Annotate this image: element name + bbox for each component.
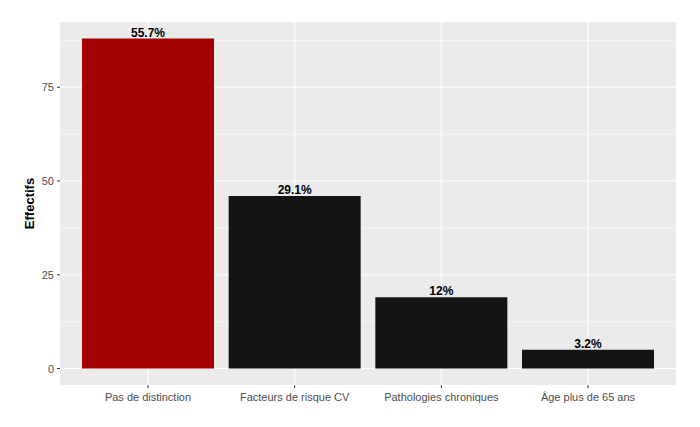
y-axis-title: Effectifs (22, 178, 37, 229)
y-tick (57, 368, 60, 369)
bar (229, 196, 361, 369)
x-tick-label: Âge plus de 65 ans (541, 391, 636, 403)
bar-annotation: 55.7% (131, 26, 165, 40)
y-tick (57, 274, 60, 275)
chart-svg: 55.7% 29.1% 12% 3.2% 0 25 50 75 Pas de distincti… (0, 0, 700, 427)
bar (375, 297, 507, 368)
x-tick (588, 385, 589, 388)
grid (60, 22, 676, 385)
x-tick (294, 385, 295, 388)
grid-line-x (587, 22, 588, 385)
bar-annotation: 29.1% (278, 183, 312, 197)
x-tick-label: Pas de distinction (105, 391, 191, 403)
y-axis: 0 25 50 75 (42, 81, 60, 374)
bar (522, 350, 654, 369)
bar (82, 39, 214, 369)
bar-annotation: 12% (429, 284, 453, 298)
x-tick (148, 385, 149, 388)
bars (82, 39, 654, 369)
y-tick-label: 50 (42, 175, 54, 187)
x-tick-label: Facteurs de risque CV (240, 391, 350, 403)
x-tick-label: Pathologies chroniques (384, 391, 499, 403)
x-tick (441, 385, 442, 388)
bar-annotation: 3.2% (574, 337, 602, 351)
y-tick (57, 87, 60, 88)
chart-container: 55.7% 29.1% 12% 3.2% 0 25 50 75 Pas de distincti… (0, 0, 700, 427)
annotations: 55.7% 29.1% 12% 3.2% (131, 26, 602, 351)
y-tick-label: 0 (48, 363, 54, 375)
y-tick-label: 25 (42, 269, 54, 281)
y-tick-label: 75 (42, 81, 54, 93)
plot-panel (60, 22, 676, 385)
y-tick (57, 181, 60, 182)
x-axis: Pas de distinction Facteurs de risque CV P… (105, 385, 636, 403)
